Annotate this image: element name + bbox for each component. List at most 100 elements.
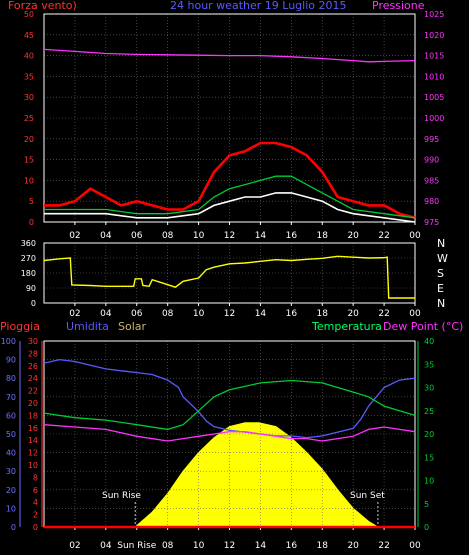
weather-main-chart: 1009080706050403020100302826242220181614…: [1, 337, 434, 551]
temperature-line: [43, 379, 416, 431]
pressure-y-tick-label: 975: [424, 218, 439, 227]
x-tick-label: Sun Rise: [117, 541, 156, 551]
x-tick-label: 12: [224, 541, 235, 551]
humidity-y-tick-label: 0: [11, 523, 16, 532]
x-tick-label: 02: [69, 309, 80, 319]
pressure-y-tick-label: 1025: [424, 10, 444, 19]
x-tick-label: 00: [409, 541, 421, 551]
pressure-y-tick-label: 1000: [424, 114, 444, 123]
x-tick-label: 22: [378, 231, 389, 241]
x-tick-label: 12: [224, 231, 235, 241]
rain-y-tick-label: 2: [33, 511, 38, 520]
direction-y-tick-label: 270: [21, 254, 36, 263]
humidity-y-tick-label: 50: [6, 430, 16, 439]
x-tick-label: 10: [193, 231, 205, 241]
wind-y-tick-label: 0: [29, 218, 34, 227]
x-tick-label: 04: [100, 309, 112, 319]
pressure-y-tick-label: 985: [424, 176, 439, 185]
compass-label: N: [437, 237, 445, 250]
x-tick-label: 16: [286, 541, 298, 551]
x-tick-label: 18: [317, 231, 329, 241]
x-tick-label: 14: [255, 541, 267, 551]
rain-y-tick-label: 22: [28, 387, 38, 396]
rain-y-tick-label: 8: [33, 473, 38, 482]
temperature-axis-title: Temperatura: [311, 320, 382, 333]
pressure-y-tick-label: 980: [424, 197, 439, 206]
rain-y-tick-label: 14: [28, 436, 38, 445]
wind-y-tick-label: 20: [24, 135, 34, 144]
x-tick-label: 20: [347, 541, 359, 551]
temperature-y-tick-label: 40: [424, 337, 434, 346]
pressure-y-tick-label: 990: [424, 156, 439, 165]
x-tick-label: 10: [193, 541, 205, 551]
x-tick-label: 18: [317, 309, 329, 319]
compass-label: W: [437, 252, 448, 265]
dewpoint-line: [43, 424, 416, 442]
rain-y-tick-label: 26: [28, 362, 38, 371]
x-tick-label: 22: [378, 541, 389, 551]
pressure-y-tick-label: 995: [424, 135, 439, 144]
humidity-y-tick-label: 40: [6, 449, 16, 458]
wind-axis-title: Forza vento): [8, 0, 77, 12]
humidity-y-tick-label: 20: [6, 486, 16, 495]
pressure-y-tick-label: 1010: [424, 72, 444, 81]
x-tick-label: 08: [162, 541, 174, 551]
rain-y-tick-label: 0: [33, 523, 38, 532]
x-tick-label: 20: [347, 231, 359, 241]
direction-y-tick-label: 90: [26, 284, 36, 293]
rain-y-tick-label: 4: [33, 498, 38, 507]
x-tick-label: 04: [100, 541, 112, 551]
temperature-y-tick-label: 15: [424, 453, 434, 462]
pressure-y-tick-label: 1020: [424, 31, 444, 40]
wind-y-tick-label: 15: [24, 156, 34, 165]
temperature-y-tick-label: 20: [424, 430, 434, 439]
humidity-y-tick-label: 60: [6, 411, 16, 420]
temperature-y-tick-label: 0: [424, 523, 429, 532]
wind-y-tick-label: 5: [29, 197, 34, 206]
rain-y-tick-label: 6: [33, 486, 38, 495]
x-tick-label: 00: [409, 231, 421, 241]
compass-label: N: [437, 297, 445, 310]
pressure-y-tick-label: 1005: [424, 93, 444, 102]
temperature-y-tick-label: 10: [424, 477, 434, 486]
wind-pressure-chart: 5045403530252015105010251020101510101005…: [24, 10, 445, 241]
rain-y-tick-label: 28: [28, 349, 38, 358]
rain-y-tick-label: 10: [28, 461, 38, 470]
x-tick-label: 02: [69, 541, 80, 551]
x-tick-label: 00: [409, 309, 421, 319]
rain-y-tick-label: 30: [28, 337, 38, 346]
wind-y-tick-label: 30: [24, 93, 34, 102]
x-tick-label: 10: [193, 309, 205, 319]
temperature-y-tick-label: 35: [424, 360, 434, 369]
pressure-y-tick-label: 1015: [424, 52, 444, 61]
compass-label: E: [437, 282, 444, 295]
rain-y-tick-label: 18: [28, 411, 38, 420]
humidity-y-tick-label: 90: [6, 356, 16, 365]
humidity-y-tick-label: 70: [6, 393, 16, 402]
humidity-y-tick-label: 30: [6, 467, 16, 476]
pressure-line: [43, 48, 416, 63]
rain-axis-title: Pioggia: [0, 320, 40, 333]
x-tick-label: 14: [255, 309, 267, 319]
temperature-y-tick-label: 5: [424, 500, 429, 509]
humidity-y-tick-label: 10: [6, 504, 16, 513]
page-title: 24 hour weather 19 Luglio 2015: [170, 0, 346, 12]
rain-y-tick-label: 12: [28, 449, 38, 458]
humidity-axis-title: Umidita: [66, 320, 109, 333]
wind-average-line: [44, 175, 416, 219]
x-tick-label: 14: [255, 231, 267, 241]
x-tick-label: 12: [224, 309, 235, 319]
temperature-y-tick-label: 25: [424, 407, 434, 416]
x-tick-label: 16: [286, 231, 298, 241]
solar-area: [133, 422, 380, 528]
humidity-line: [43, 358, 416, 439]
rain-y-tick-label: 24: [28, 374, 38, 383]
x-tick-label: 16: [286, 309, 298, 319]
x-tick-label: 06: [131, 231, 143, 241]
direction-y-tick-label: 360: [21, 239, 36, 248]
compass-label: S: [437, 267, 444, 280]
wind-y-tick-label: 45: [24, 31, 34, 40]
wind-speed-line: [44, 192, 416, 223]
